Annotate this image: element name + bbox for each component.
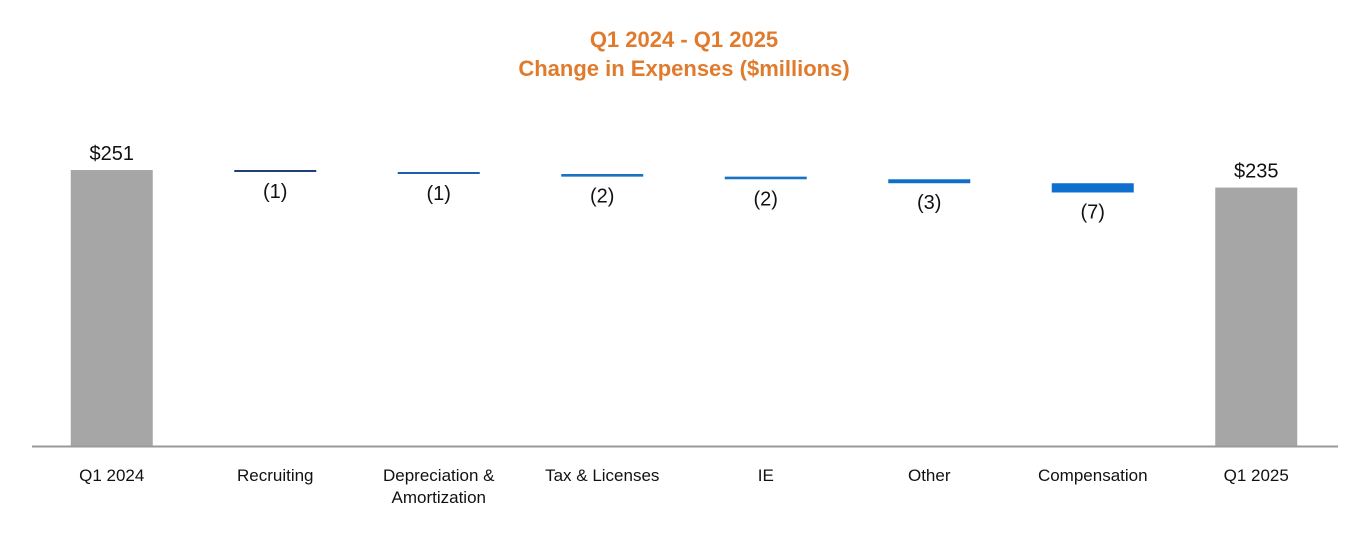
x-tick-label: Tax & Licenses [545,466,659,485]
x-tick-label-line: Q1 2025 [1224,466,1289,485]
x-tick-label-line: Other [908,466,951,485]
data-label: (2) [754,188,778,210]
total-bar [70,170,153,446]
chart-subtitle: Change in Expenses ($millions) [518,56,850,81]
data-label: $251 [90,143,135,165]
x-tick-label-line: Q1 2024 [79,466,144,485]
data-label: (7) [1081,201,1105,223]
x-tick-label-line: Amortization [392,488,486,507]
chart-title: Q1 2024 - Q1 2025 [589,27,779,52]
x-tick-label-line: Depreciation & [383,466,495,485]
x-tick-label-line: IE [758,466,774,485]
x-tick-label: Depreciation & Amortization [383,466,495,507]
x-tick-label: Q1 2024 [79,466,144,485]
delta-bar [234,170,317,172]
delta-bar [397,172,480,174]
x-tick-label-line: Recruiting [237,466,314,485]
total-bar [1215,187,1298,446]
x-tick-label: Q1 2025 [1224,466,1289,485]
delta-bar [724,176,807,180]
x-tick-label-line: Compensation [1038,466,1148,485]
data-label: (1) [263,181,287,203]
data-label: $235 [1234,161,1279,183]
x-tick-label-line: Tax & Licenses [545,466,659,485]
data-label: (3) [917,192,941,214]
x-tick-label: Other [908,466,951,485]
delta-bar [888,179,971,184]
delta-bar [1051,183,1134,193]
x-tick-label: IE [758,466,774,485]
x-tick-label: Compensation [1038,466,1148,485]
data-label: (2) [590,186,614,208]
x-tick-label: Recruiting [237,466,314,485]
delta-bar [561,174,644,177]
data-label: (1) [427,183,451,205]
